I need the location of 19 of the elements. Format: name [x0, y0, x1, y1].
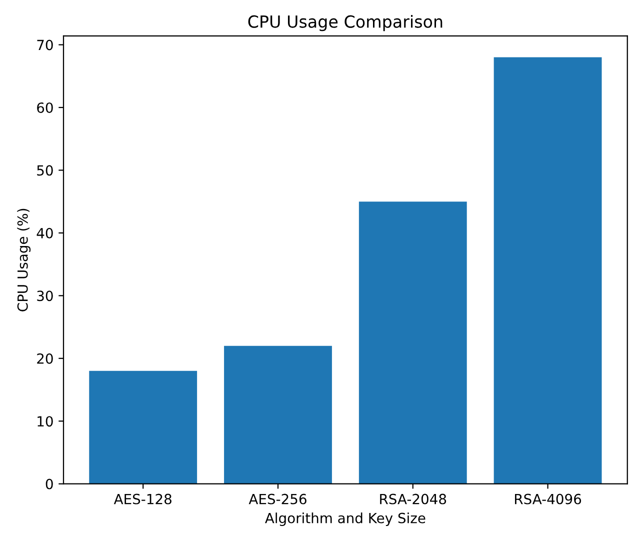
y-tick-label: 40: [36, 228, 53, 238]
y-tick-label: 60: [37, 102, 53, 113]
y-tick-label: 10: [38, 416, 53, 427]
bar: [358, 202, 467, 484]
x-tick-label: AES-128: [114, 494, 172, 504]
x-tick-label: AES-256: [248, 494, 306, 504]
y-axis-title: CPU Usage (%): [17, 208, 31, 312]
bar: [494, 57, 602, 484]
bar: [224, 346, 332, 484]
y-tick-label: 70: [37, 40, 53, 50]
chart-title: CPU Usage Comparison: [248, 14, 442, 32]
x-tick-label: RSA-4096: [515, 494, 582, 504]
y-tick-label: 50: [37, 165, 53, 176]
y-tick-label: 0: [46, 478, 53, 490]
y-tick-label: 30: [37, 290, 53, 302]
y-tick-label: 20: [37, 353, 53, 364]
x-axis-title: Algorithm and Key Size: [265, 512, 426, 526]
x-tick-label: RSA-2048: [380, 494, 446, 504]
bar: [89, 370, 198, 484]
